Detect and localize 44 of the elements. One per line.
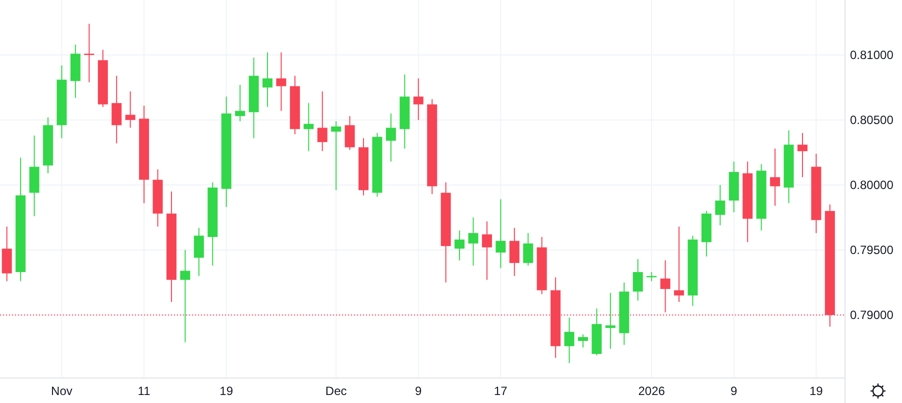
candlestick bbox=[194, 227, 204, 276]
candlestick bbox=[454, 230, 465, 261]
y-tick-label: 0.80500 bbox=[850, 113, 894, 128]
candlestick bbox=[496, 198, 506, 269]
y-tick-label: 0.80000 bbox=[850, 178, 894, 192]
candlestick bbox=[523, 232, 534, 266]
candlestick bbox=[304, 102, 314, 152]
candlestick bbox=[317, 90, 328, 152]
candlestick bbox=[235, 84, 246, 122]
candlestick bbox=[578, 334, 588, 348]
y-tick-label: 0.79500 bbox=[850, 243, 894, 258]
candlestick bbox=[276, 52, 286, 112]
candlestick bbox=[482, 220, 492, 280]
candlestick bbox=[605, 292, 616, 350]
candlestick bbox=[262, 52, 272, 108]
x-tick-label: Nov bbox=[51, 384, 72, 398]
candlestick bbox=[660, 260, 670, 313]
candlestick bbox=[386, 112, 396, 162]
x-tick-label: 17 bbox=[494, 384, 508, 398]
x-tick-label: 19 bbox=[220, 384, 234, 398]
candlestick bbox=[797, 132, 808, 178]
x-tick-label: Dec bbox=[325, 384, 347, 398]
candlestick bbox=[770, 148, 780, 206]
candlestick bbox=[564, 317, 574, 364]
candlestick bbox=[632, 258, 643, 302]
candlestick bbox=[112, 75, 122, 144]
candlestick bbox=[674, 226, 684, 302]
candlestick bbox=[468, 216, 478, 266]
candlestick bbox=[180, 249, 190, 343]
candlestick bbox=[413, 78, 424, 120]
x-tick-label: 2026 bbox=[638, 384, 666, 398]
candlestick bbox=[125, 90, 136, 128]
candlestick bbox=[84, 23, 94, 83]
candlestick bbox=[509, 227, 520, 276]
candlestick bbox=[646, 272, 657, 282]
x-tick-label: 9 bbox=[415, 384, 422, 398]
y-tick-label: 0.81000 bbox=[850, 48, 894, 62]
candlestick bbox=[715, 184, 726, 226]
y-tick-label: 0.79000 bbox=[850, 308, 894, 322]
x-tick-label: 19 bbox=[810, 384, 824, 398]
x-tick-label: 9 bbox=[730, 384, 738, 398]
x-tick-label: 11 bbox=[138, 384, 151, 398]
candlestick bbox=[331, 120, 342, 191]
candlestick bbox=[344, 116, 355, 150]
